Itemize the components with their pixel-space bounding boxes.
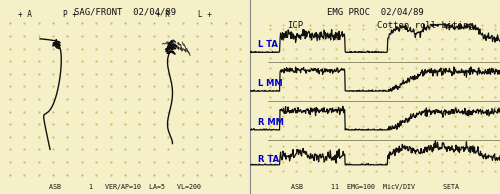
Text: + R: + R	[156, 10, 170, 19]
Text: L +: L +	[198, 10, 212, 19]
Text: + A: + A	[18, 10, 32, 19]
Text: R TA: R TA	[258, 155, 278, 164]
Text: ICP: ICP	[287, 21, 303, 30]
Text: R MM: R MM	[258, 118, 283, 127]
Text: L TA: L TA	[258, 40, 278, 49]
Text: Cotton roll biting: Cotton roll biting	[376, 21, 474, 30]
Text: ASB       1   VER/AP=10  LA=5   VL=200: ASB 1 VER/AP=10 LA=5 VL=200	[49, 184, 201, 190]
Text: ASB       11  EMG=100  MicV/DIV       SETA: ASB 11 EMG=100 MicV/DIV SETA	[291, 184, 459, 190]
Text: SAG/FRONT  02/04/89: SAG/FRONT 02/04/89	[74, 8, 176, 17]
Text: EMG PROC  02/04/89: EMG PROC 02/04/89	[326, 8, 424, 17]
Text: L MM: L MM	[258, 79, 282, 88]
Text: P +: P +	[63, 10, 77, 19]
